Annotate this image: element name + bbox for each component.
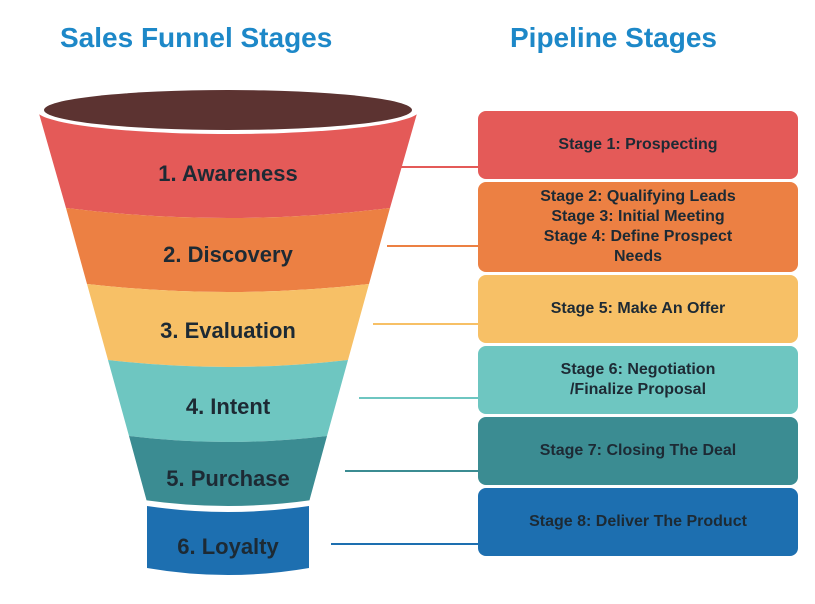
funnel-rim (44, 90, 412, 130)
pipeline-box-1: Stage 1: Prospecting (478, 111, 798, 179)
pipeline-box-line: Stage 2: Qualifying Leads (540, 187, 736, 207)
title-left: Sales Funnel Stages (60, 22, 332, 54)
pipeline-box-2: Stage 2: Qualifying LeadsStage 3: Initia… (478, 182, 798, 272)
funnel-diagram: 1. Awareness 2. Discovery 3. Evaluation … (28, 70, 428, 590)
funnel-label-4: 4. Intent (186, 394, 271, 419)
funnel-label-3: 3. Evaluation (160, 318, 296, 343)
funnel-label-2: 2. Discovery (163, 242, 293, 267)
pipeline-box-line: Stage 4: Define Prospect (544, 227, 733, 247)
pipeline-box-line: Stage 3: Initial Meeting (551, 207, 724, 227)
pipeline-box-4: Stage 6: Negotiation/Finalize Proposal (478, 346, 798, 414)
pipeline-box-line: Stage 1: Prospecting (558, 135, 717, 155)
pipeline-box-6: Stage 8: Deliver The Product (478, 488, 798, 556)
funnel-label-1: 1. Awareness (158, 161, 297, 186)
pipeline-box-line: Stage 8: Deliver The Product (529, 512, 747, 532)
pipeline-stages-column: Stage 1: Prospecting Stage 2: Qualifying … (478, 111, 798, 556)
pipeline-box-5: Stage 7: Closing The Deal (478, 417, 798, 485)
pipeline-box-line: /Finalize Proposal (570, 380, 706, 400)
pipeline-box-line: Needs (614, 247, 662, 267)
pipeline-box-3: Stage 5: Make An Offer (478, 275, 798, 343)
funnel-label-5: 5. Purchase (166, 466, 290, 491)
pipeline-box-line: Stage 6: Negotiation (561, 360, 716, 380)
funnel-label-6: 6. Loyalty (177, 534, 279, 559)
pipeline-box-line: Stage 7: Closing The Deal (540, 441, 736, 461)
pipeline-box-line: Stage 5: Make An Offer (551, 299, 726, 319)
title-right: Pipeline Stages (510, 22, 717, 54)
